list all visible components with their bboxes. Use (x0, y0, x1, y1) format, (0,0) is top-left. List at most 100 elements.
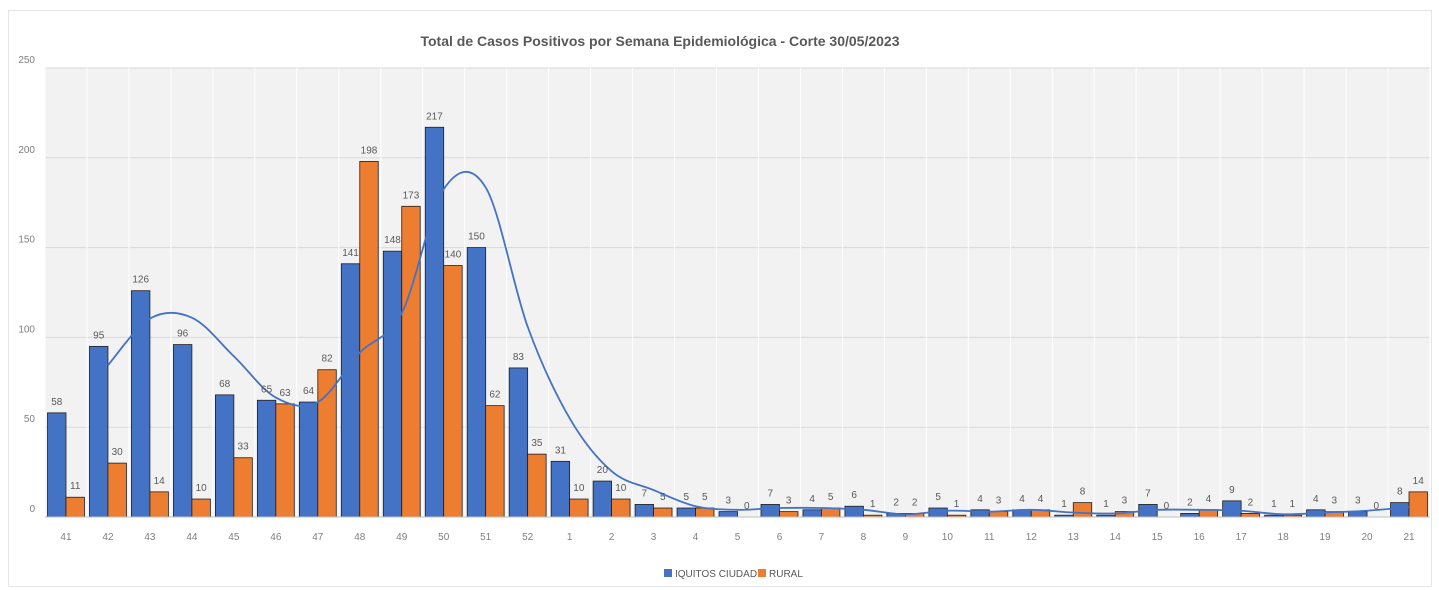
data-label-rural: 35 (531, 438, 543, 449)
data-label-rural: 1 (870, 499, 876, 510)
x-tick-label: 21 (1403, 532, 1415, 543)
data-label-iquitos-ciudad: 3 (1355, 496, 1361, 507)
bar-iquitos-ciudad (508, 367, 529, 518)
x-tick-label: 5 (735, 532, 741, 543)
bar-iquitos-ciudad (466, 247, 487, 518)
bar-rural (317, 369, 337, 518)
data-label-iquitos-ciudad: 5 (935, 492, 941, 503)
bar-iquitos-ciudad (424, 126, 445, 518)
data-label-rural: 33 (238, 442, 250, 453)
data-label-iquitos-ciudad: 4 (809, 494, 815, 505)
bar-rural (779, 511, 799, 518)
bar-iquitos-ciudad (214, 394, 235, 518)
bar-iquitos-ciudad (131, 290, 151, 518)
x-tick-label: 44 (186, 532, 198, 543)
legend-label: RURAL (769, 569, 803, 580)
x-tick-label: 16 (1194, 532, 1206, 543)
data-label-iquitos-ciudad: 1 (1061, 499, 1067, 510)
data-label-iquitos-ciudad: 3 (725, 496, 731, 507)
data-label-rural: 2 (912, 497, 918, 508)
x-tick-label: 12 (1026, 532, 1038, 543)
data-label-rural: 62 (489, 390, 501, 401)
data-label-iquitos-ciudad: 1 (1103, 499, 1109, 510)
data-label-iquitos-ciudad: 83 (513, 352, 525, 363)
bar-rural (1408, 491, 1428, 518)
data-label-rural: 3 (786, 496, 792, 507)
data-label-rural: 63 (280, 388, 292, 399)
data-label-rural: 2 (1248, 497, 1254, 508)
data-label-rural: 140 (445, 250, 462, 261)
x-tick-label: 6 (777, 532, 783, 543)
data-label-iquitos-ciudad: 150 (468, 232, 485, 243)
data-label-rural: 173 (403, 190, 420, 201)
x-tick-label: 52 (522, 532, 534, 543)
x-tick-label: 9 (903, 532, 909, 543)
x-tick-label: 41 (60, 532, 72, 543)
bar-rural (1072, 502, 1093, 518)
x-tick-label: 43 (144, 532, 156, 543)
x-tick-label: 13 (1068, 532, 1080, 543)
bar-rural (527, 453, 547, 518)
bar-rural (65, 496, 85, 518)
data-label-iquitos-ciudad: 58 (51, 397, 63, 408)
bar-iquitos-ciudad (298, 401, 319, 518)
x-tick-label: 8 (861, 532, 867, 543)
bar-rural (149, 491, 169, 518)
bar-iquitos-ciudad (844, 505, 864, 518)
data-label-iquitos-ciudad: 2 (1187, 497, 1193, 508)
x-tick-label: 11 (984, 532, 995, 543)
y-tick-label: 0 (29, 504, 35, 515)
bar-iquitos-ciudad (1390, 502, 1410, 518)
chart-title: Total de Casos Positivos por Semana Epid… (420, 33, 900, 49)
data-label-rural: 5 (702, 492, 708, 503)
x-tick-label: 14 (1110, 532, 1122, 543)
bar-iquitos-ciudad (1180, 513, 1200, 518)
data-label-rural: 14 (1413, 476, 1425, 487)
data-label-rural: 11 (70, 481, 81, 492)
data-label-rural: 8 (1080, 487, 1086, 498)
legend-swatch (664, 569, 672, 577)
x-tick-label: 18 (1278, 532, 1290, 543)
x-tick-label: 15 (1152, 532, 1164, 543)
data-label-rural: 5 (660, 492, 666, 503)
bar-rural (191, 498, 211, 518)
bars-layer (47, 126, 1428, 518)
data-label-iquitos-ciudad: 7 (1145, 488, 1151, 499)
data-label-rural: 3 (1122, 496, 1128, 507)
data-label-iquitos-ciudad: 4 (1019, 494, 1025, 505)
bar-iquitos-ciudad (676, 507, 696, 518)
legend-swatch (758, 569, 766, 577)
y-tick-label: 50 (24, 414, 36, 425)
x-tick-label: 48 (354, 532, 366, 543)
y-tick-label: 250 (18, 55, 35, 66)
data-label-rural: 4 (1038, 494, 1044, 505)
data-label-rural: 0 (1164, 501, 1170, 512)
data-label-iquitos-ciudad: 7 (642, 488, 648, 499)
bar-iquitos-ciudad (256, 399, 277, 518)
data-label-iquitos-ciudad: 9 (1229, 485, 1235, 496)
data-label-rural: 3 (996, 496, 1002, 507)
data-label-rural: 1 (1290, 499, 1296, 510)
bar-iquitos-ciudad (550, 460, 571, 518)
data-label-rural: 3 (1332, 496, 1338, 507)
data-label-iquitos-ciudad: 126 (132, 275, 149, 286)
data-label-iquitos-ciudad: 95 (93, 330, 105, 341)
bar-rural (275, 403, 295, 518)
bar-rural (233, 457, 253, 518)
bar-iquitos-ciudad (760, 504, 780, 518)
bar-iquitos-ciudad (382, 250, 403, 518)
x-tick-label: 45 (228, 532, 240, 543)
x-tick-label: 42 (102, 532, 114, 543)
trendline (107, 170, 1410, 516)
data-label-rural: 0 (744, 501, 750, 512)
data-label-iquitos-ciudad: 65 (261, 384, 273, 395)
data-label-rural: 14 (154, 476, 166, 487)
data-label-rural: 0 (1373, 501, 1379, 512)
legend: IQUITOS CIUDAD RURAL (664, 569, 803, 580)
x-tick-label: 3 (651, 532, 657, 543)
data-label-iquitos-ciudad: 31 (555, 445, 567, 456)
x-tick-label: 1 (567, 532, 573, 543)
bar-rural (401, 205, 421, 518)
data-label-rural: 10 (615, 483, 627, 494)
